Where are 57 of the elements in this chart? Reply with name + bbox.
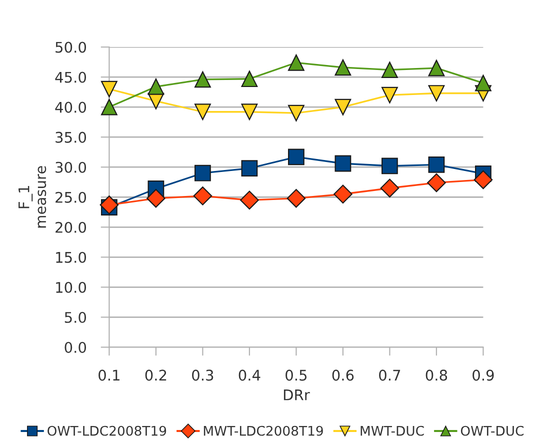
point [474,170,493,190]
point [146,188,166,208]
point [286,188,306,208]
point [193,186,212,206]
x-tick-label: 0.1 [98,370,120,381]
legend-label: MWT-DUC [360,426,424,436]
point [100,196,119,214]
point [241,104,258,120]
point [428,60,445,76]
point [240,190,259,210]
point [475,74,492,92]
point [334,155,352,172]
point [380,178,400,198]
y-tick-label: 45.0 [55,72,86,83]
legend-label: OWT-LDC2008T19 [48,426,166,436]
y-tick-label: 15.0 [56,252,86,263]
point [148,78,164,95]
point [382,86,398,104]
point [194,71,211,88]
point [382,62,398,78]
y-axis-title: F_1 measure [18,166,46,228]
x-tick-label: 0.4 [238,370,260,381]
point [101,98,118,116]
x-tick-label: 0.6 [332,370,354,381]
point [334,98,352,116]
x-tick-label: 0.5 [286,370,307,381]
point [428,156,445,173]
point [194,164,211,182]
x-tick-label: 0.2 [145,370,166,381]
point [194,104,211,120]
point [428,85,445,102]
point [101,80,118,98]
point [241,70,258,88]
point [288,104,304,122]
y-tick-label: 20.0 [56,222,86,233]
point [288,148,304,166]
y-tick-label: 0.0 [64,342,86,353]
point [241,160,258,176]
y-tick-label: 30.0 [56,162,86,173]
y-tick-label: 25.0 [56,192,86,203]
y-tick-label: 35.0 [56,132,86,143]
x-tick-label: 0.9 [472,370,494,381]
x-tick-label: 0.3 [192,370,214,381]
legend-label: OWT-DUC [460,426,524,436]
legend-label: MWT-LDC2008T19 [204,426,323,436]
y-tick-label: 40.0 [55,102,86,113]
x-axis-title: DRr [284,390,310,400]
y-tick-label: 5.0 [64,312,86,323]
point [427,173,446,192]
y-tick-label: 10.0 [56,282,86,293]
point [334,184,352,204]
point [288,54,304,71]
point [382,158,398,174]
y-tick-label: 50.0 [56,42,86,53]
x-tick-label: 0.7 [379,370,400,381]
x-tick-label: 0.8 [426,370,448,381]
point [334,59,352,76]
